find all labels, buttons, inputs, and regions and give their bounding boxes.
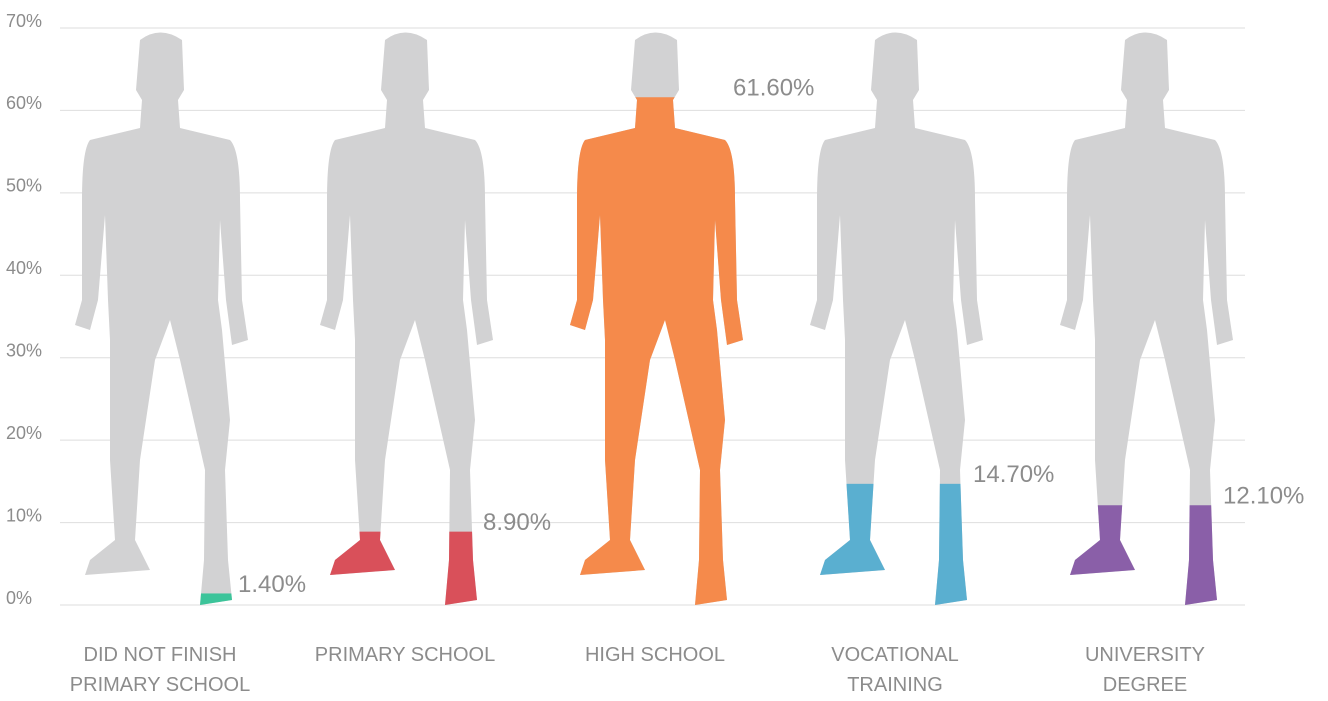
y-tick-label: 0% — [6, 588, 32, 608]
y-tick-label: 30% — [6, 340, 42, 360]
x-tick-label: DID NOT FINISH PRIMARY SCHOOL — [69, 644, 251, 696]
figure — [1060, 32, 1233, 605]
silhouette — [320, 32, 493, 605]
value-label: 12.10% — [1223, 483, 1304, 510]
value-label: 61.60% — [733, 75, 814, 102]
y-tick-label: 10% — [6, 505, 42, 525]
y-tick-label: 50% — [6, 176, 42, 196]
value-label: 14.70% — [973, 461, 1054, 488]
y-tick-label: 70% — [6, 11, 42, 31]
value-label: 8.90% — [483, 509, 551, 536]
figure — [570, 32, 743, 605]
x-tick-label: VOCATIONAL TRAINING — [831, 644, 959, 696]
bar — [1060, 505, 1233, 605]
figure — [810, 32, 983, 605]
bar — [75, 593, 248, 605]
y-tick-label: 60% — [6, 93, 42, 113]
bar — [570, 97, 743, 605]
x-tick-label: PRIMARY SCHOOL — [314, 644, 496, 666]
x-tick-label: UNIVERSITY DEGREE — [1084, 644, 1206, 696]
silhouette — [75, 32, 248, 605]
bar — [320, 531, 493, 605]
value-label: 1.40% — [238, 571, 306, 598]
x-tick-label: HIGH SCHOOL — [584, 644, 726, 666]
bar — [810, 483, 983, 605]
y-tick-label: 40% — [6, 258, 42, 278]
figure — [320, 32, 493, 605]
y-tick-label: 20% — [6, 423, 42, 443]
figure — [75, 32, 248, 605]
